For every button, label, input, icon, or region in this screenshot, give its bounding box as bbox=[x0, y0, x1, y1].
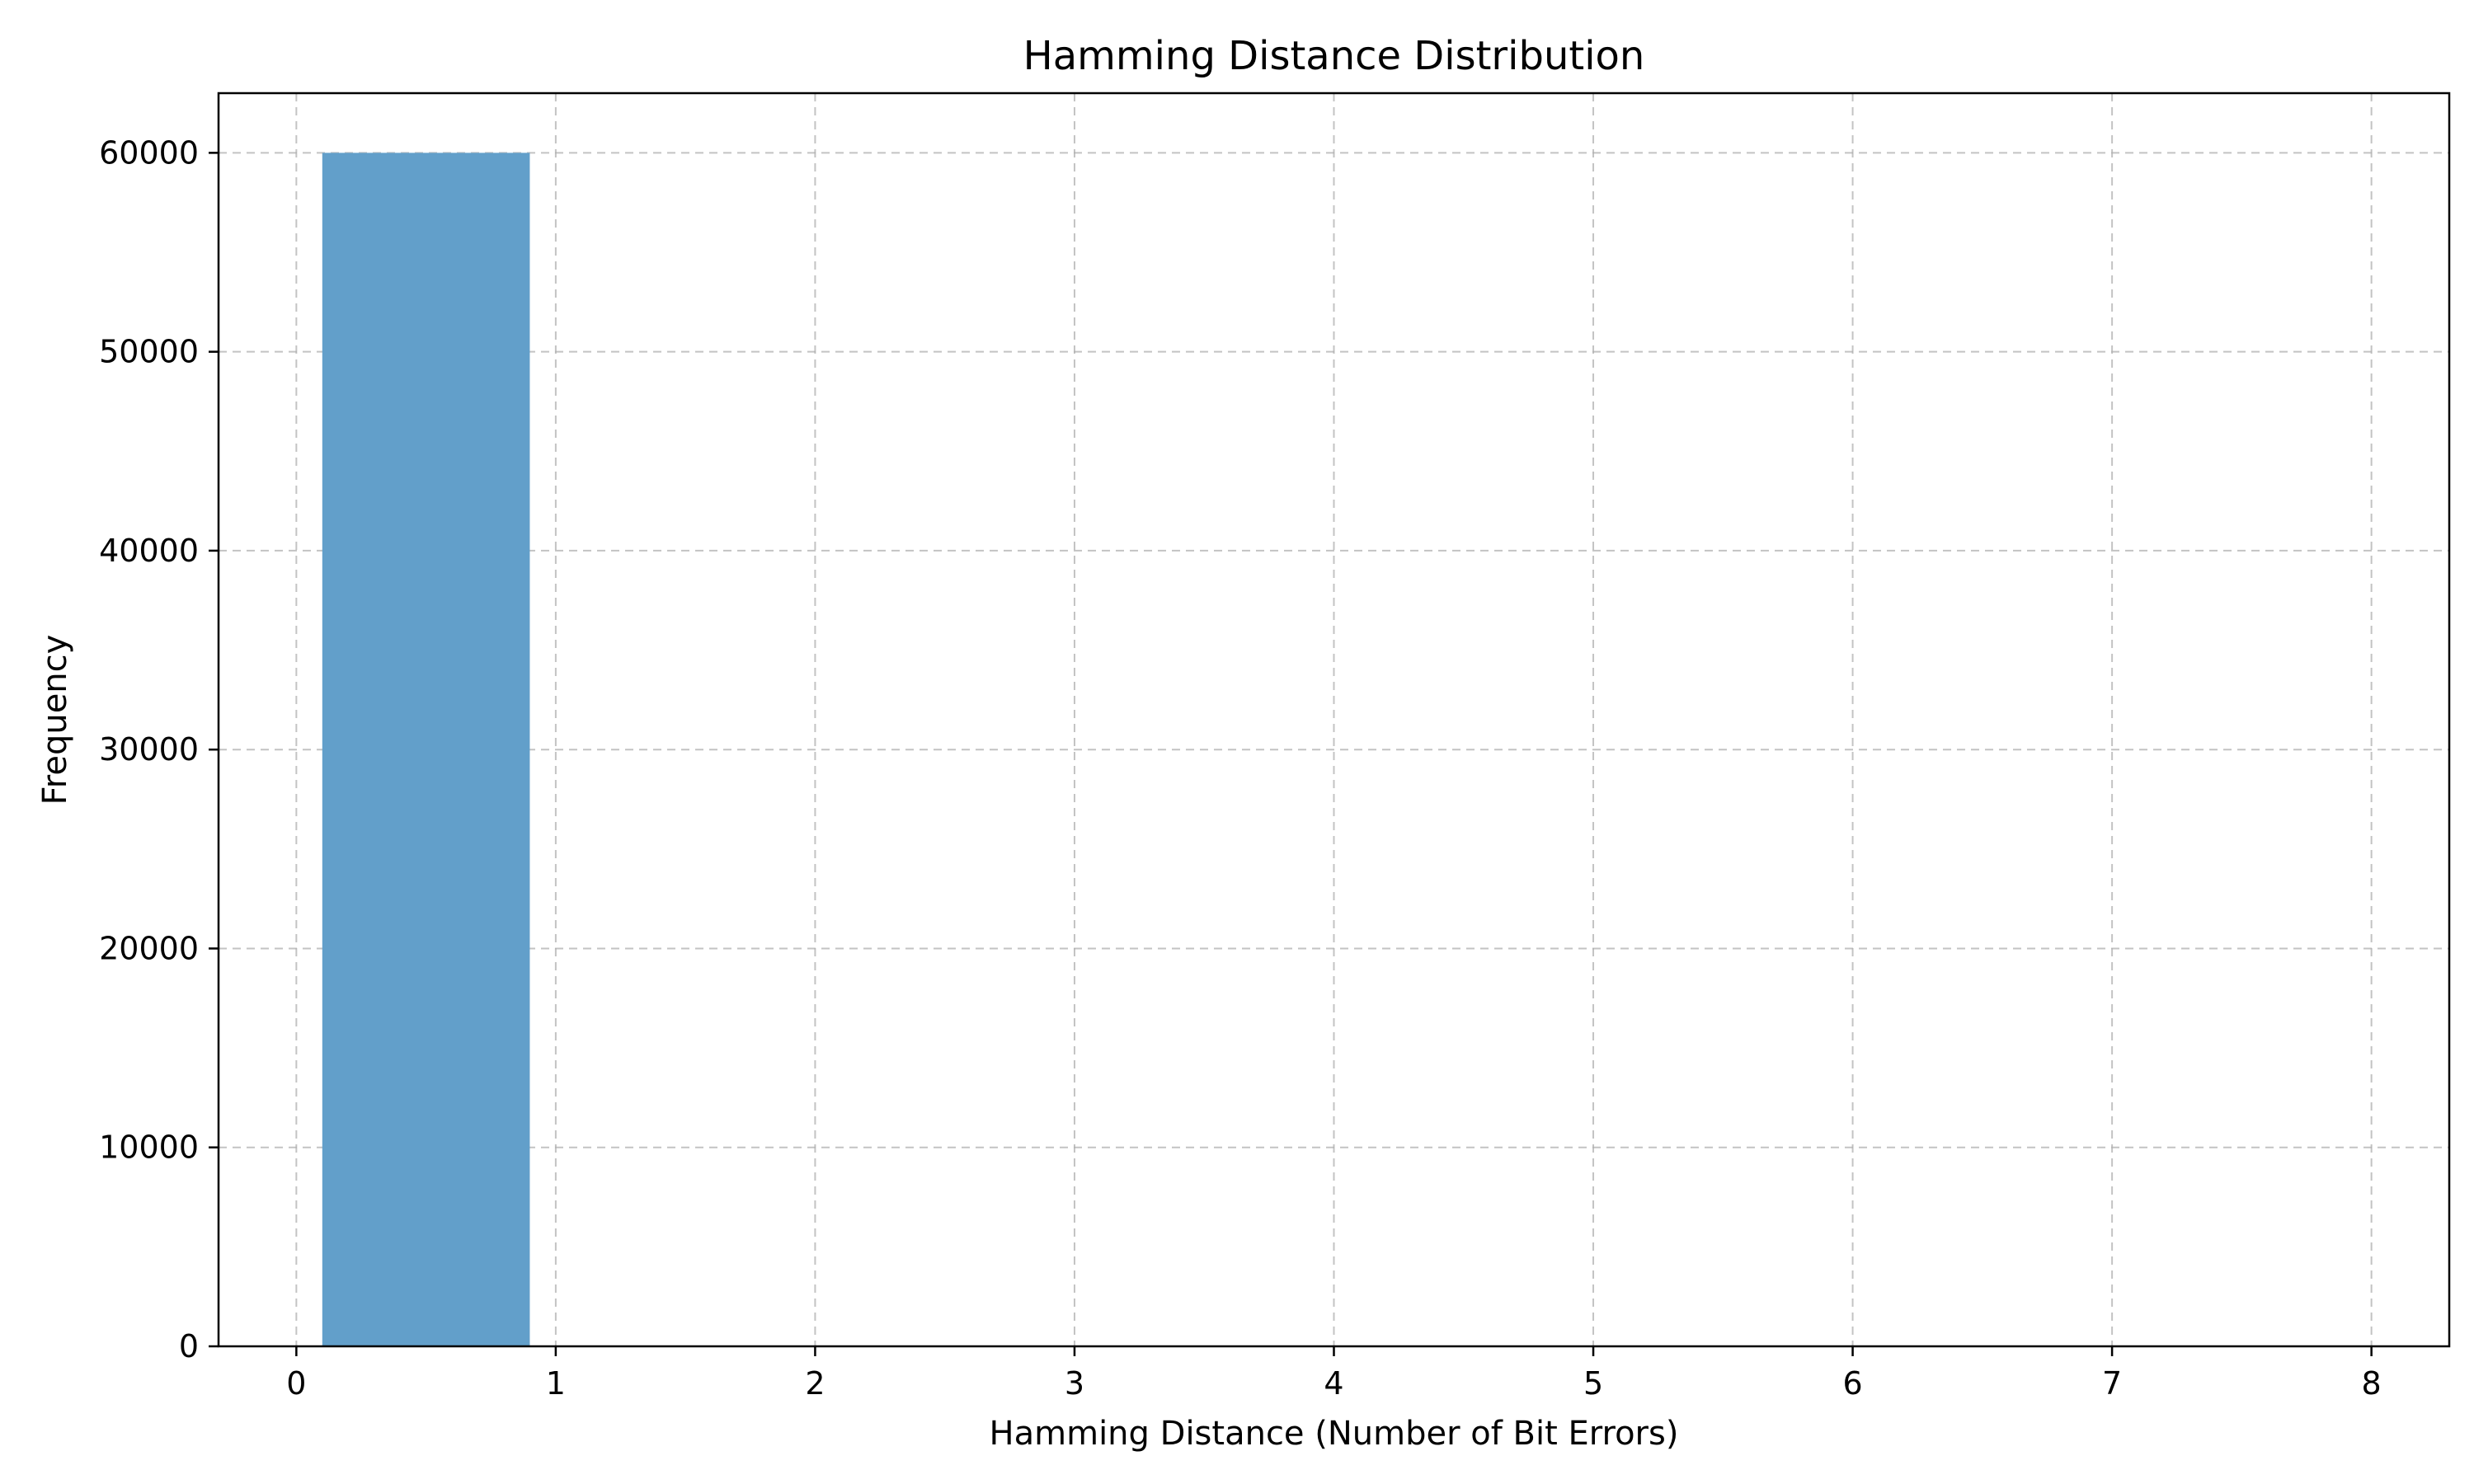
grid-layer bbox=[219, 93, 2449, 1347]
y-axis-label: Frequency bbox=[36, 635, 74, 805]
x-tick-label: 0 bbox=[286, 1365, 306, 1402]
y-tick-label: 0 bbox=[179, 1328, 199, 1364]
x-tick-label: 1 bbox=[546, 1365, 566, 1402]
x-tick-label: 3 bbox=[1065, 1365, 1084, 1402]
chart-title: Hamming Distance Distribution bbox=[1023, 33, 1645, 79]
y-tick-label: 30000 bbox=[99, 731, 199, 768]
x-tick-label: 7 bbox=[2102, 1365, 2122, 1402]
x-tick-label: 2 bbox=[805, 1365, 825, 1402]
tick-layer: 0 1 2 3 4 5 6 7 8 0 10000 20000 30000 40000 50000 60000 bbox=[99, 134, 2382, 1402]
x-tick-label: 8 bbox=[2362, 1365, 2382, 1402]
histogram-bar bbox=[322, 153, 530, 1346]
bar-layer bbox=[322, 153, 530, 1346]
y-tick-label: 20000 bbox=[99, 930, 199, 966]
y-tick-label: 50000 bbox=[99, 334, 199, 370]
x-tick-label: 6 bbox=[1842, 1365, 1862, 1402]
y-tick-label: 60000 bbox=[99, 134, 199, 171]
x-tick-label: 4 bbox=[1324, 1365, 1343, 1402]
x-axis-label: Hamming Distance (Number of Bit Errors) bbox=[990, 1415, 1679, 1453]
y-tick-label: 10000 bbox=[99, 1129, 199, 1166]
y-tick-label: 40000 bbox=[99, 533, 199, 569]
x-tick-label: 5 bbox=[1583, 1365, 1603, 1402]
